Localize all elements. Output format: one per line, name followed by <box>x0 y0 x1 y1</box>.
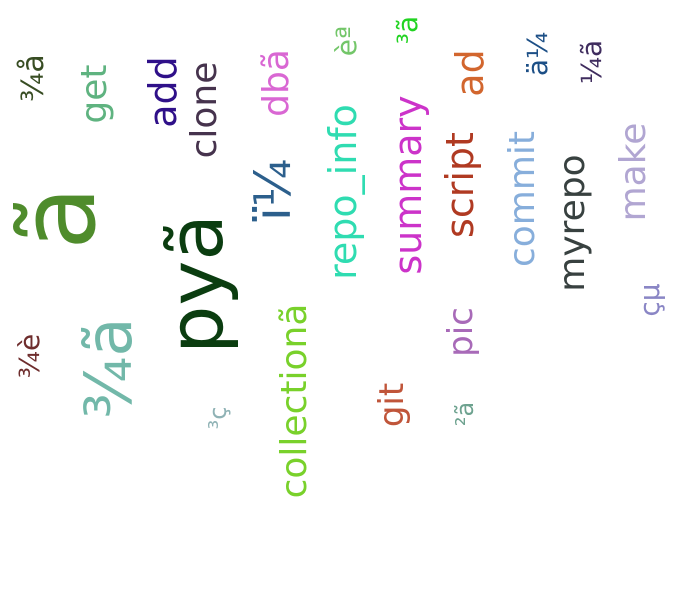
word-three-quarter-a: ¾ã <box>73 317 147 419</box>
word-a-tilde-large: ã <box>0 186 119 250</box>
word-e-ordinal: èª <box>330 25 363 57</box>
word-summary: summary <box>386 95 430 275</box>
word-a-umlaut-quarter: ä¼ <box>521 31 554 77</box>
word-three-quarter-e-grave: ¾è <box>13 333 46 379</box>
word-db: dbã <box>256 49 297 117</box>
word-cube-a: ³ã <box>391 15 424 45</box>
word-git: git <box>372 382 412 428</box>
word-script: script <box>438 132 482 238</box>
word-get: get <box>74 64 115 124</box>
word-commit: commit <box>502 130 543 268</box>
word-repo-info: repo_info <box>321 104 365 280</box>
word-squared-a: ²ã <box>451 401 479 427</box>
word-i-quarter: ï¼ <box>244 158 302 222</box>
word-pic: pic <box>441 307 481 357</box>
word-myrepo: myrepo <box>552 154 593 292</box>
word-pya: pyã <box>151 214 240 354</box>
word-add: add <box>141 56 185 128</box>
word-cube-c-cedilla: ³ç <box>204 406 232 430</box>
word-collection: collectionã <box>274 303 315 499</box>
word-three-quarter-a-ring: ¾å <box>16 54 51 102</box>
word-make: make <box>613 122 654 222</box>
word-clone: clone <box>184 61 225 159</box>
word-c-cedilla-mu: çµ <box>633 283 666 317</box>
word-quarter-a: ¼ã <box>575 39 608 85</box>
word-ad: ad <box>448 49 492 97</box>
